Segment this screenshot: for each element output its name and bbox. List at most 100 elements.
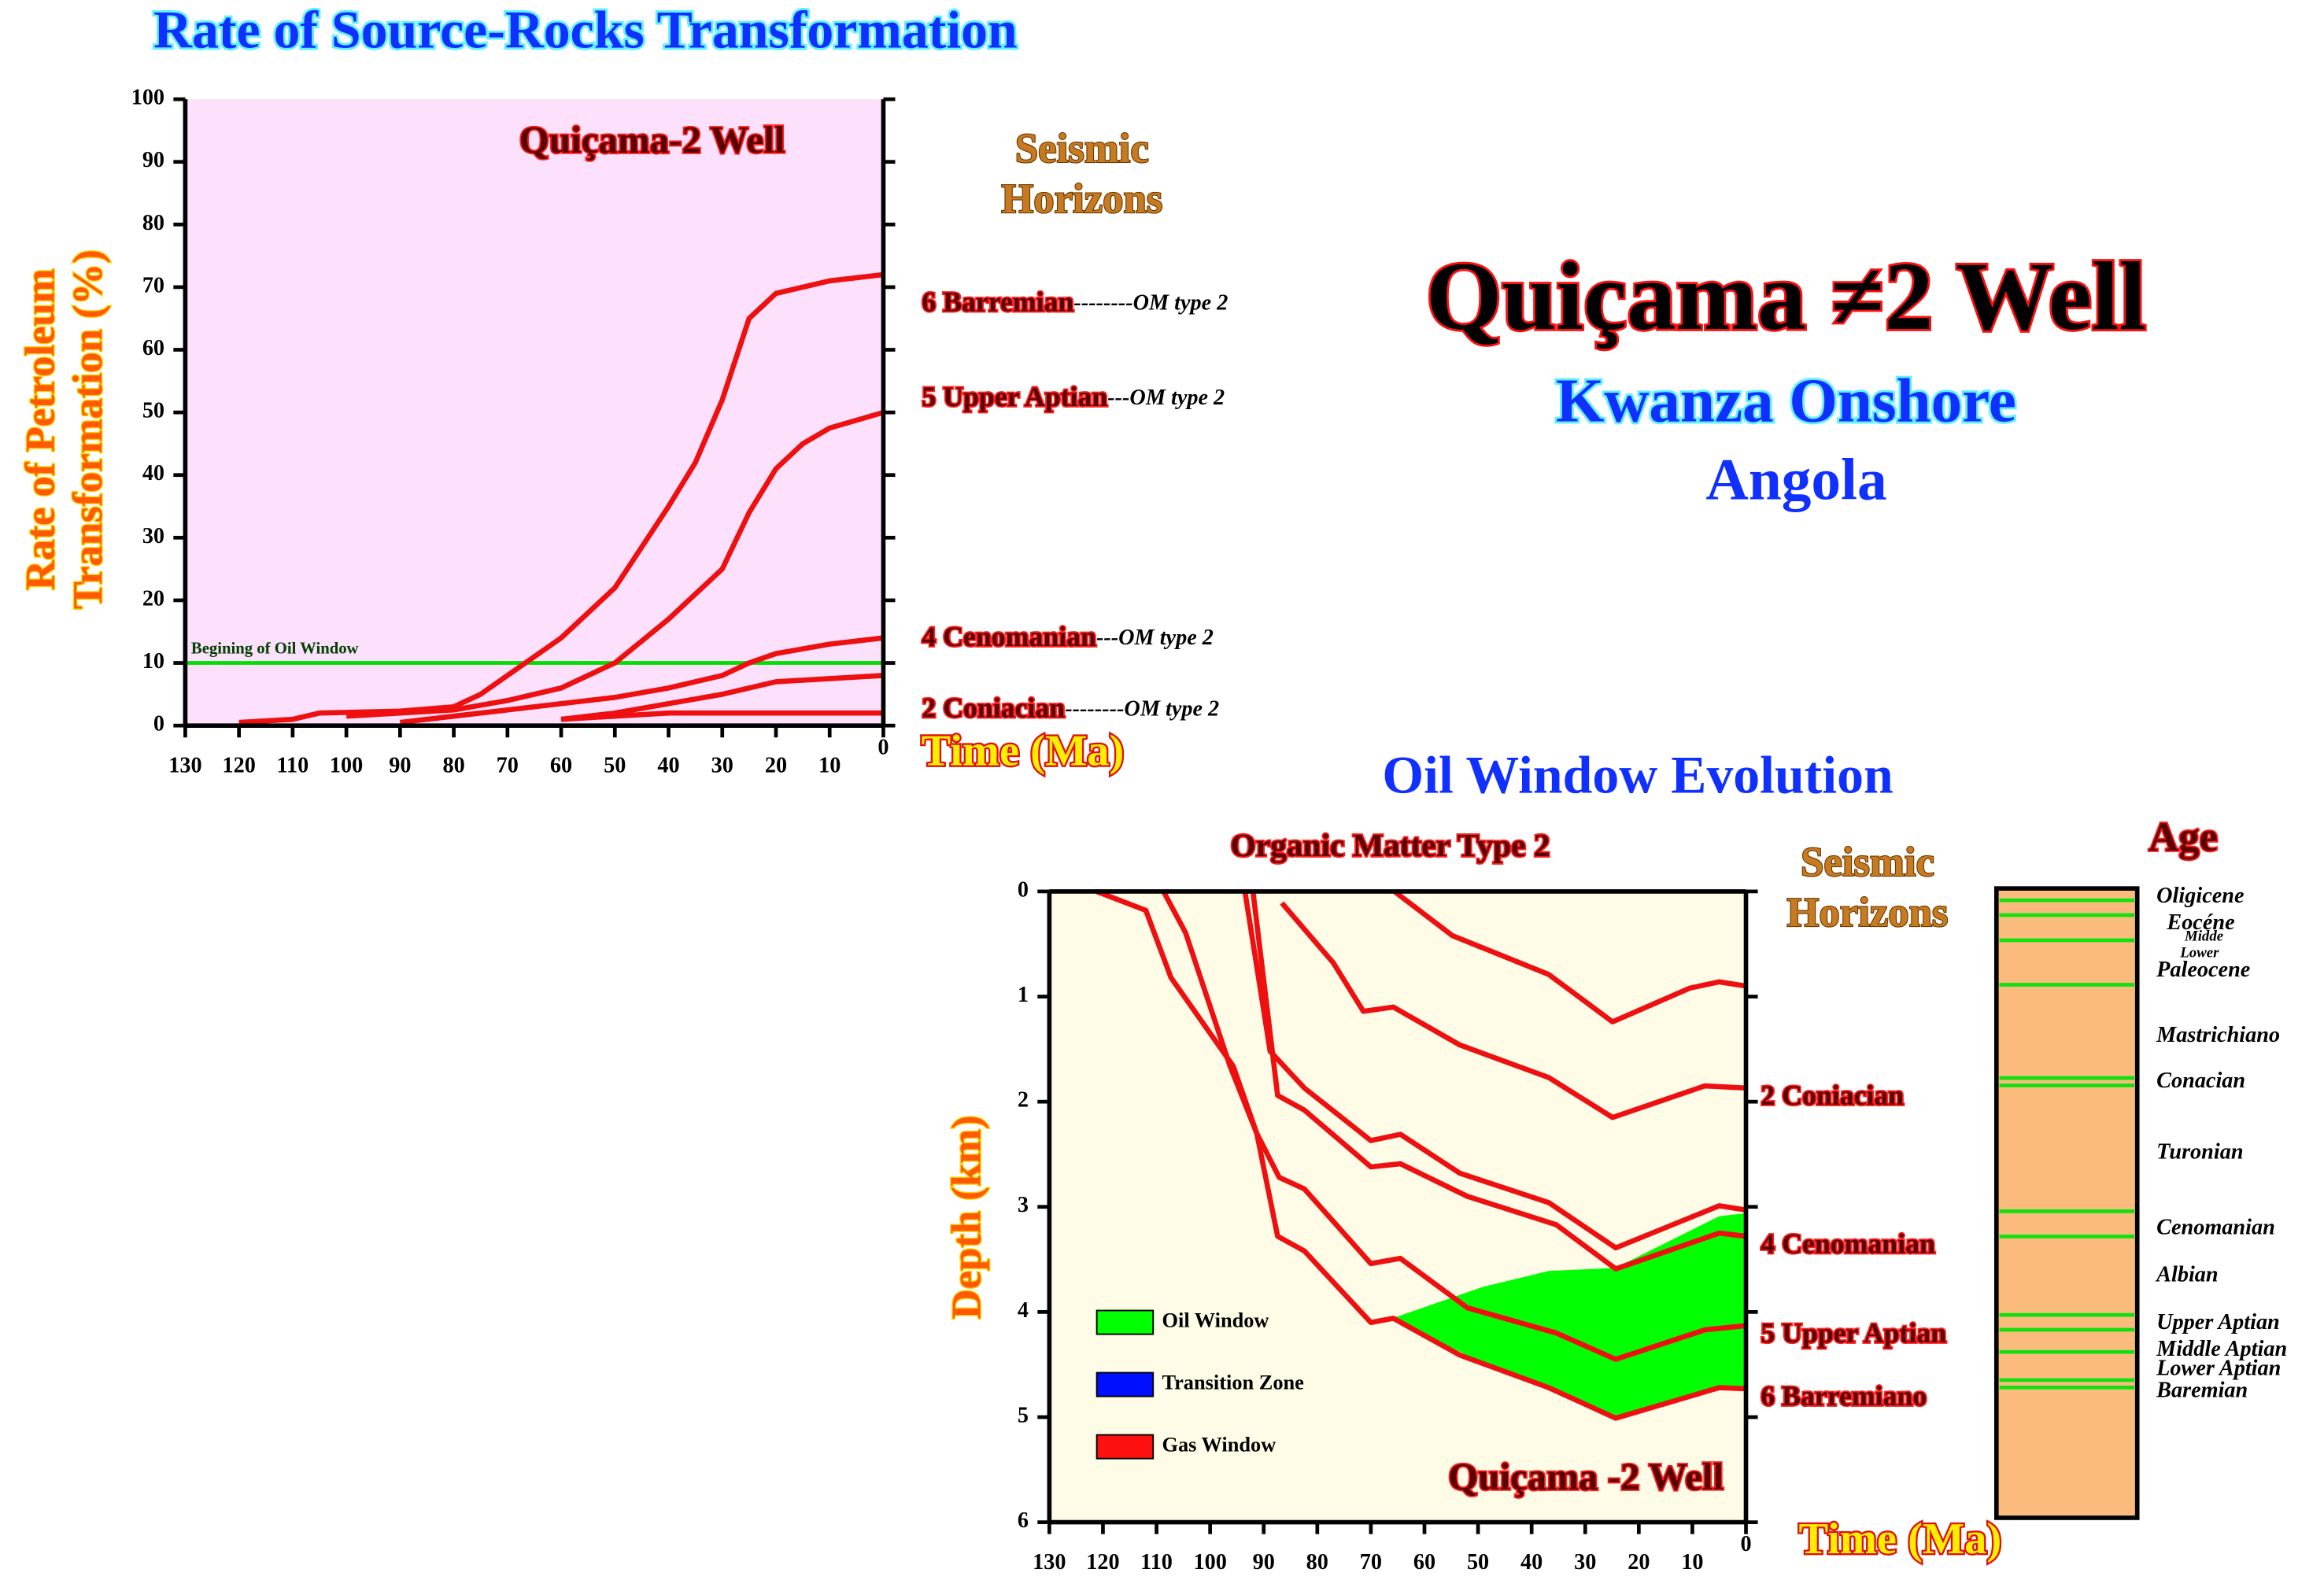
x-tick-label: 40	[657, 753, 679, 777]
series-note: --------OM type 2	[1073, 291, 1228, 316]
y-tick-label: 0	[1018, 877, 1029, 902]
x-tick-label: 70	[497, 753, 519, 777]
series-name: 2 Coniacian	[1761, 1080, 1904, 1111]
series-name: 4 Cenomanian	[1761, 1228, 1935, 1260]
legend-label: Gas Window	[1162, 1434, 1277, 1456]
age-label: Middle Aptian	[2156, 1337, 2287, 1361]
y-axis-label: Depth (km)	[944, 1115, 990, 1319]
series-name: 6 Barremiano	[1761, 1380, 1927, 1412]
series-line	[560, 673, 884, 722]
oil-window-area	[1392, 1213, 1746, 1419]
age-label: Conacian	[2156, 1069, 2245, 1093]
x-tick-label: 130	[168, 753, 201, 777]
y-axis-label: Transformation (%)	[65, 249, 111, 609]
x-tick-label: 20	[765, 753, 787, 777]
chart-title: Rate of Source-Rocks Transformation	[153, 1, 1018, 60]
legend-label: Transition Zone	[1162, 1371, 1305, 1394]
y-tick-label: 6	[1018, 1508, 1029, 1533]
age-label: Eocéne	[2166, 910, 2234, 935]
plot-background	[1049, 891, 1746, 1523]
x-tick-label: 80	[442, 753, 464, 777]
series-note: ---OM type 2	[1096, 626, 1214, 650]
y-tick-label: 1	[1018, 983, 1029, 1007]
series-name: 5 Upper Aptian	[922, 381, 1107, 412]
y-axis-label: Rate of Petroleum	[18, 268, 64, 590]
x-tick-label: 70	[1360, 1550, 1382, 1574]
x-tick-label: 60	[550, 753, 572, 777]
series-note: --------OM type 2	[1065, 697, 1219, 722]
chart-subtitle: Organic Matter Type 2	[1230, 827, 1550, 863]
series-line	[1280, 901, 1746, 1120]
y-tick-label: 10	[142, 649, 164, 674]
series-line	[1242, 891, 1747, 1251]
y-tick-label: 90	[142, 148, 164, 172]
legend-swatch	[1095, 1371, 1155, 1397]
x-tick-label: 80	[1306, 1550, 1328, 1574]
x-tick-label: 110	[276, 753, 309, 777]
series-name: 5 Upper Aptian	[1761, 1317, 1946, 1349]
x-tick-label: 110	[1140, 1550, 1173, 1574]
x-tick-label: 120	[1086, 1550, 1119, 1574]
series-line	[1250, 891, 1746, 1272]
y-tick-label: 30	[142, 524, 164, 548]
x-tick-label: 50	[1467, 1550, 1489, 1574]
x-tick-label: 20	[1628, 1550, 1650, 1574]
x-tick-label: 90	[1253, 1550, 1275, 1574]
series-label: 6 Barremiano	[1761, 1380, 1927, 1412]
chart-title: Oil Window Evolution	[1382, 745, 1893, 804]
x-tick-label: 100	[1193, 1550, 1226, 1574]
annotation: Quiçama -2 Well	[1448, 1455, 1724, 1498]
subtitle: Kwanza Onshore	[1556, 367, 2016, 436]
x-axis-label: Time (Ma)	[922, 727, 1125, 776]
legend-label: Oil Window	[1162, 1309, 1269, 1332]
x-tick-label: 130	[1033, 1550, 1066, 1574]
main-title: Quiçama ≠2 Well	[1426, 242, 2146, 350]
location: Angola	[1705, 448, 1886, 513]
age-label: Lower Aptian	[2156, 1356, 2281, 1380]
series-label: 4 Cenomanian---OM type 2	[922, 621, 1214, 652]
annotation: Quiçama-2 Well	[519, 118, 785, 161]
series-label: 6 Barremian--------OM type 2	[922, 286, 1228, 318]
series-label: 2 Coniacian	[1761, 1080, 1904, 1111]
y-tick-label: 60	[142, 336, 164, 360]
reference-label: Begining of Oil Window	[191, 640, 359, 657]
legend-title: Horizons	[1001, 176, 1162, 222]
age-label: Paleocene	[2156, 958, 2250, 982]
series-label: 5 Upper Aptian---OM type 2	[922, 381, 1225, 412]
x-tick-label: 90	[389, 753, 411, 777]
y-tick-label: 40	[142, 461, 164, 485]
series-line	[560, 710, 884, 722]
series-name: 4 Cenomanian	[922, 621, 1096, 652]
age-title: Age	[2148, 814, 2218, 860]
series-line	[1095, 888, 1746, 1421]
series-note: ---OM type 2	[1107, 386, 1225, 411]
y-tick-label: 70	[142, 273, 164, 297]
series-name: 6 Barremian	[922, 286, 1073, 318]
y-tick-label: 2	[1018, 1088, 1029, 1113]
x-tick-label: 0	[1740, 1532, 1751, 1556]
legend-title: Horizons	[1786, 890, 1948, 936]
x-tick-label: 60	[1413, 1550, 1435, 1574]
x-tick-label: 30	[711, 753, 733, 777]
age-column	[1993, 886, 2140, 1520]
y-tick-label: 4	[1018, 1298, 1029, 1323]
x-tick-label: 0	[878, 736, 889, 760]
series-label: 5 Upper Aptian	[1761, 1317, 1946, 1349]
x-axis-label: Time (Ma)	[1798, 1515, 2001, 1563]
age-label: Cenomanian	[2156, 1215, 2275, 1239]
age-label: Albian	[2155, 1263, 2218, 1287]
series-line	[238, 271, 884, 725]
x-tick-label: 10	[818, 753, 841, 777]
y-tick-label: 80	[142, 211, 164, 235]
y-tick-label: 100	[131, 86, 164, 110]
series-label: 2 Coniacian--------OM type 2	[922, 692, 1219, 724]
legend-title: Seismic	[1801, 840, 1934, 885]
y-tick-label: 0	[153, 712, 164, 736]
series-line	[1161, 890, 1746, 1362]
age-label: Mastrichiano	[2156, 1023, 2280, 1047]
y-tick-label: 20	[142, 586, 164, 611]
y-tick-label: 5	[1018, 1403, 1029, 1427]
age-label: Midde	[2184, 928, 2223, 945]
series-line	[345, 409, 885, 719]
